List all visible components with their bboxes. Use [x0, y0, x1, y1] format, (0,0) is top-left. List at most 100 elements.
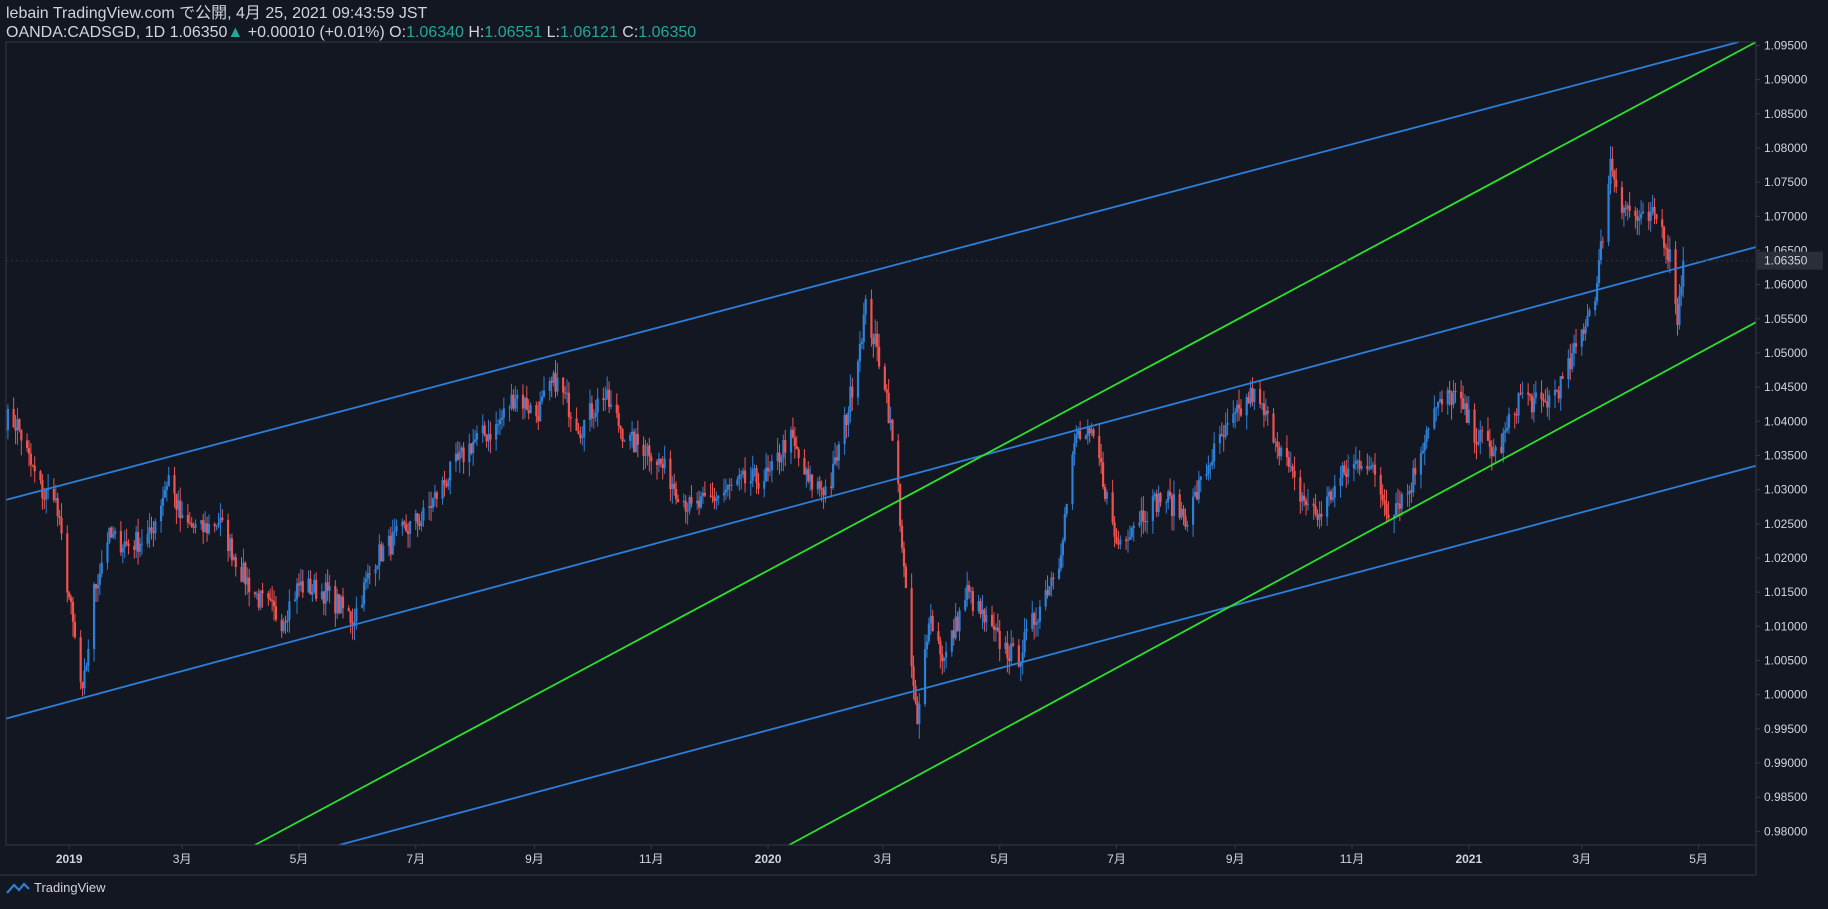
- candle: [1046, 575, 1049, 599]
- time-tick-label: 7月: [406, 852, 425, 866]
- candle-body: [969, 591, 973, 593]
- candle-body: [146, 534, 149, 544]
- candle-body: [1234, 412, 1237, 414]
- candle-body: [795, 446, 798, 450]
- candle: [1527, 383, 1530, 406]
- candle: [770, 454, 773, 483]
- candle: [485, 433, 488, 448]
- candle: [351, 608, 354, 640]
- candle-body: [766, 467, 770, 472]
- price-tick-label: 1.06000: [1764, 278, 1808, 292]
- candle-body: [784, 440, 787, 453]
- candle-body: [1360, 465, 1363, 469]
- candle: [52, 478, 55, 503]
- candle: [860, 337, 863, 350]
- candle-body: [690, 497, 693, 504]
- candle: [939, 636, 942, 669]
- candle-body: [1291, 466, 1294, 471]
- tradingview-logo-icon: [6, 881, 30, 894]
- candle-body: [472, 441, 475, 454]
- candle: [1251, 377, 1254, 407]
- candle: [1115, 528, 1118, 545]
- candle-body: [508, 407, 511, 409]
- candle-body: [1329, 491, 1333, 500]
- candle: [663, 445, 666, 474]
- candle-body: [85, 665, 88, 671]
- candle: [1327, 486, 1331, 507]
- candle-body: [1213, 443, 1216, 462]
- candle: [1500, 433, 1503, 455]
- candle-body: [967, 585, 971, 592]
- candle-body: [594, 412, 597, 417]
- candle: [602, 387, 605, 412]
- candle-body: [979, 601, 982, 615]
- candle-body: [1488, 440, 1491, 447]
- candle: [414, 509, 417, 531]
- candle: [872, 333, 875, 358]
- candle: [418, 514, 421, 530]
- candle-body: [408, 521, 412, 534]
- candle-body: [596, 398, 599, 413]
- candle: [1191, 488, 1195, 537]
- candle: [508, 404, 511, 422]
- candle: [632, 428, 636, 453]
- candle-body: [68, 592, 71, 598]
- candle: [1676, 297, 1679, 336]
- up-triangle-icon: ▲: [227, 24, 244, 41]
- candle: [272, 590, 276, 621]
- candle-body: [822, 489, 825, 496]
- candle: [288, 589, 291, 633]
- candle-body: [728, 484, 731, 486]
- candle: [1205, 463, 1208, 480]
- candle-body: [535, 405, 538, 417]
- candle: [523, 396, 526, 419]
- candle-body: [1318, 513, 1321, 520]
- candle: [1057, 557, 1061, 580]
- candle: [121, 544, 124, 564]
- price-axis[interactable]: 0.98000 0.98500 0.99000 0.99500 1.00000 1.005…: [1755, 38, 1823, 875]
- candle-body: [703, 492, 706, 496]
- candle-body: [73, 621, 77, 638]
- candle: [1304, 497, 1308, 516]
- candle-body: [1025, 628, 1028, 632]
- candle-body: [148, 527, 151, 535]
- candle: [1314, 494, 1317, 517]
- candle: [1180, 501, 1183, 520]
- candle: [730, 478, 733, 491]
- candle: [1410, 482, 1413, 504]
- candle-body: [617, 413, 620, 426]
- blue-trendline-1: [5, 41, 1739, 501]
- candle: [1682, 246, 1685, 298]
- candle-body: [1222, 435, 1225, 437]
- candle-body: [1427, 428, 1430, 430]
- candle: [1232, 400, 1235, 428]
- candle-body: [96, 584, 100, 589]
- candle: [311, 584, 314, 602]
- candle-body: [186, 515, 189, 523]
- candle: [175, 493, 178, 524]
- candle: [1010, 630, 1013, 666]
- candle-body: [609, 404, 613, 407]
- candle-body: [140, 543, 144, 545]
- time-axis[interactable]: 2019 3月 5月 7月 9月 11月 2020 3月 5月 7月 9月 11月 2021 3月 5月: [0, 845, 1756, 876]
- candle: [923, 634, 927, 707]
- candle-body: [730, 484, 733, 486]
- candle: [621, 428, 624, 449]
- candle: [376, 565, 379, 570]
- candle-body: [1412, 467, 1415, 493]
- candle-body: [12, 408, 15, 428]
- candle: [1140, 497, 1143, 538]
- candle-body: [324, 582, 327, 604]
- candle-body: [521, 394, 525, 409]
- candle-body: [489, 433, 492, 440]
- candle: [420, 511, 423, 532]
- candle: [1666, 234, 1670, 269]
- price-tick-label: 1.09000: [1764, 73, 1808, 87]
- candle-body: [167, 475, 170, 487]
- candle: [94, 583, 98, 603]
- candle-body: [1628, 205, 1631, 211]
- candle: [364, 570, 368, 591]
- candle: [870, 289, 873, 347]
- candle-body: [537, 416, 540, 422]
